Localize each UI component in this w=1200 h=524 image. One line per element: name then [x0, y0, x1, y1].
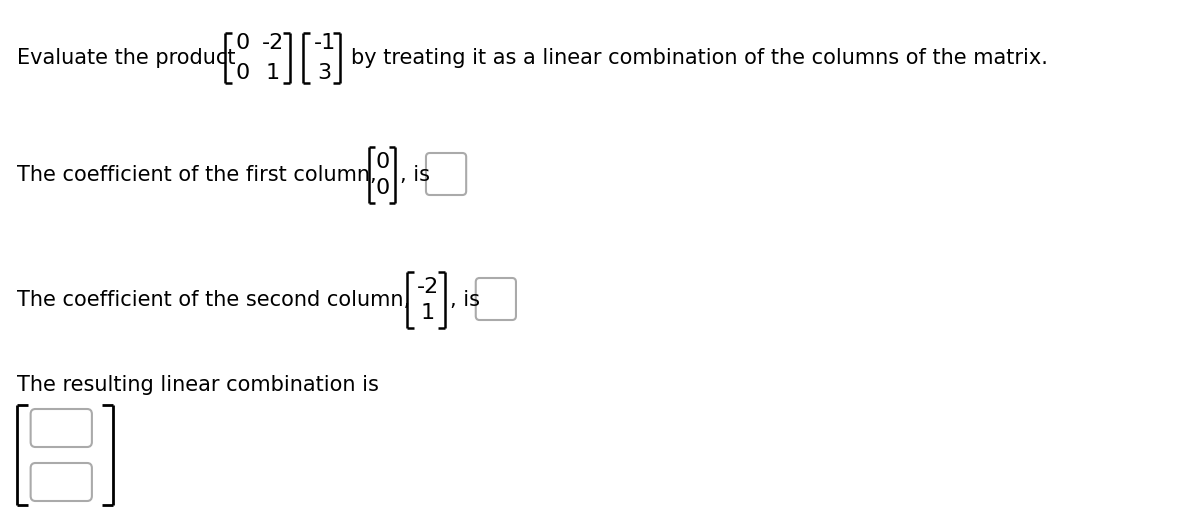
- Text: 1: 1: [265, 63, 280, 83]
- FancyBboxPatch shape: [31, 463, 92, 501]
- Text: , is: , is: [400, 165, 430, 185]
- Text: -1: -1: [313, 33, 336, 53]
- Text: 3: 3: [318, 63, 331, 83]
- Text: Evaluate the product: Evaluate the product: [17, 48, 235, 68]
- Text: 0: 0: [376, 178, 390, 198]
- Text: 0: 0: [235, 63, 250, 83]
- Text: -2: -2: [416, 277, 439, 297]
- Text: 1: 1: [421, 303, 434, 323]
- Text: The coefficient of the second column,: The coefficient of the second column,: [17, 290, 410, 310]
- Text: The resulting linear combination is: The resulting linear combination is: [17, 375, 379, 395]
- Text: 0: 0: [376, 152, 390, 172]
- FancyBboxPatch shape: [426, 153, 466, 195]
- Text: by treating it as a linear combination of the columns of the matrix.: by treating it as a linear combination o…: [352, 48, 1048, 68]
- Text: , is: , is: [450, 290, 480, 310]
- Text: The coefficient of the first column,: The coefficient of the first column,: [17, 165, 377, 185]
- Text: 0: 0: [235, 33, 250, 53]
- FancyBboxPatch shape: [475, 278, 516, 320]
- FancyBboxPatch shape: [31, 409, 92, 447]
- Text: -2: -2: [262, 33, 284, 53]
